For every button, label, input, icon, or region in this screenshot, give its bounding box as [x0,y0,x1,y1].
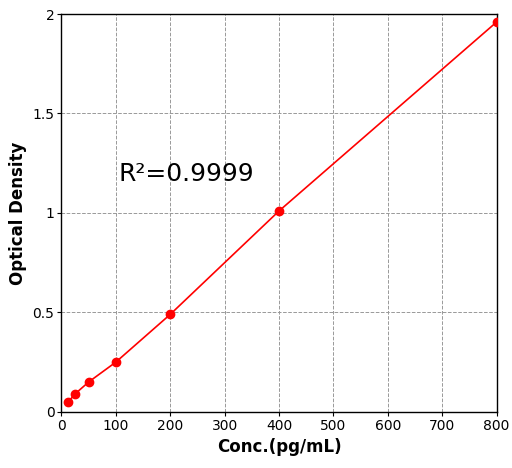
Text: R²=0.9999: R²=0.9999 [118,162,253,186]
X-axis label: Conc.(pg/mL): Conc.(pg/mL) [217,439,342,456]
Y-axis label: Optical Density: Optical Density [9,141,27,285]
